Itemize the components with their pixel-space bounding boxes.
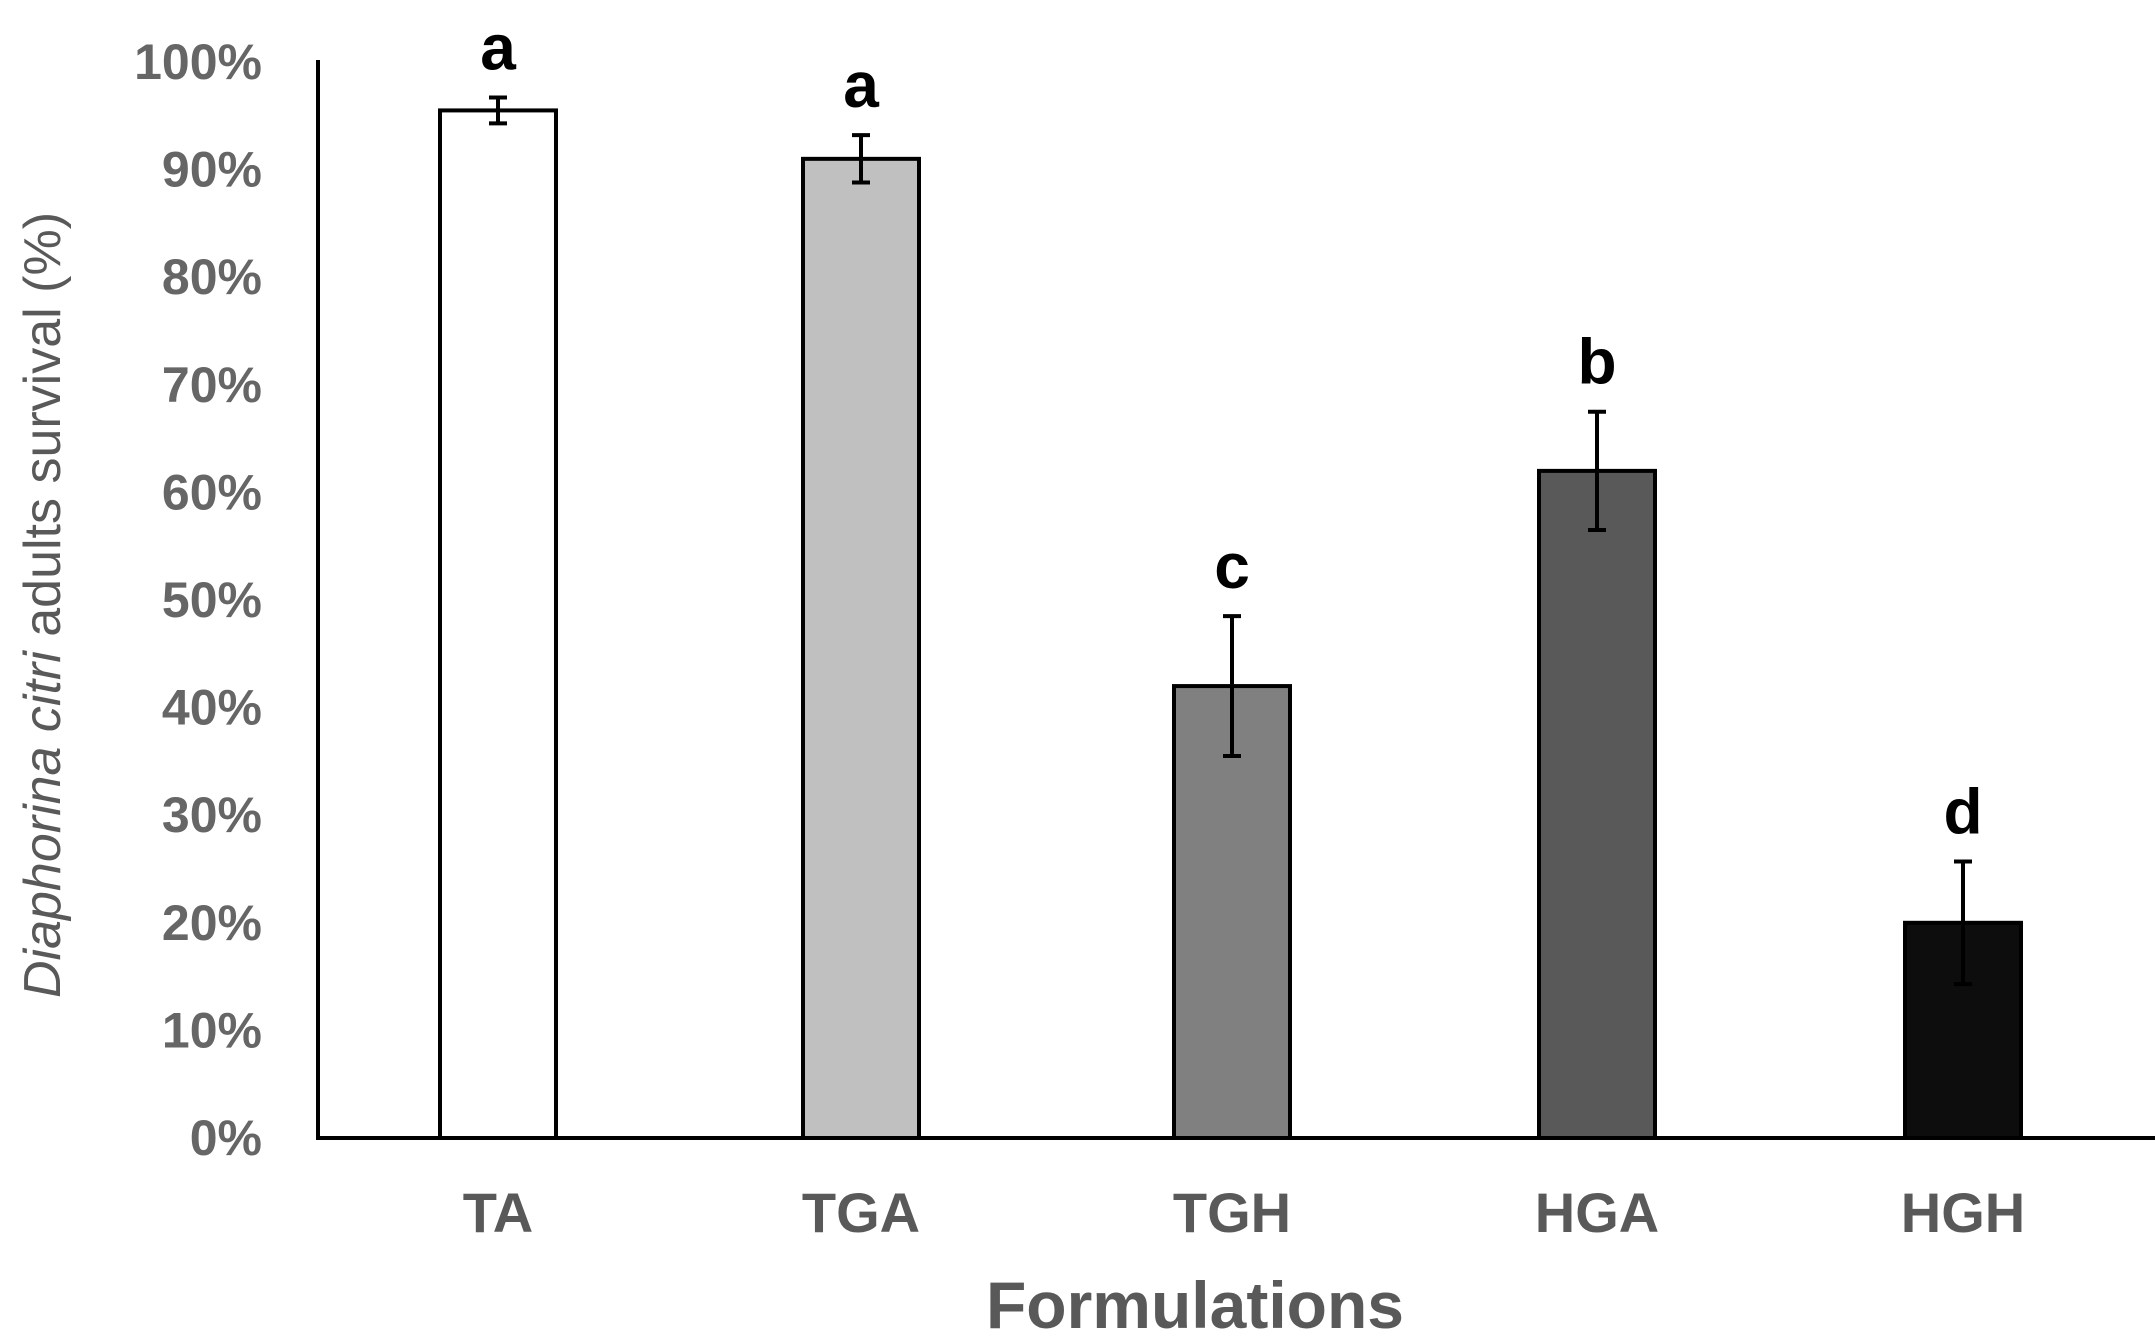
y-tick-label: 0% <box>190 1110 262 1166</box>
y-tick-label: 90% <box>162 142 262 198</box>
y-axis-ticks: 0% 10% 20% 30% 40% 50% 60% 70% 80% 90% 100% <box>134 34 262 1166</box>
y-axis-title-rest: adults survival (%) <box>14 212 72 651</box>
x-tick-label-hgh: HGH <box>1901 1181 2025 1244</box>
significance-letter-tgh: c <box>1214 530 1250 602</box>
error-bars <box>489 95 1972 987</box>
y-tick-label: 30% <box>162 787 262 843</box>
x-tick-label-tga: TGA <box>802 1181 920 1244</box>
significance-letter-hga: b <box>1577 326 1616 398</box>
bar-ta <box>438 108 558 1140</box>
y-tick-label: 100% <box>134 34 262 90</box>
bar-tga <box>801 156 921 1140</box>
y-tick-label: 20% <box>162 895 262 951</box>
y-tick-label: 80% <box>162 249 262 305</box>
y-tick-label: 70% <box>162 357 262 413</box>
x-tick-label-ta: TA <box>463 1181 534 1244</box>
x-axis-title: Formulations <box>986 1268 1404 1342</box>
significance-letters: a a c b d <box>480 12 1982 848</box>
significance-letter-tga: a <box>843 49 879 121</box>
x-tick-label-tgh: TGH <box>1173 1181 1291 1244</box>
significance-letter-ta: a <box>480 12 516 84</box>
y-tick-label: 40% <box>162 680 262 736</box>
y-axis-title-italic: Diaphorina citri <box>14 650 72 998</box>
bar-hga <box>1537 468 1657 1140</box>
x-tick-label-hga: HGA <box>1535 1181 1659 1244</box>
significance-letter-hgh: d <box>1943 775 1982 847</box>
y-axis-title: Diaphorina citri adults survival (%) <box>14 212 72 998</box>
x-axis-categories: TA TGA TGH HGA HGH <box>463 1181 2025 1244</box>
y-tick-label: 10% <box>162 1002 262 1058</box>
y-tick-label: 50% <box>162 572 262 628</box>
y-tick-label: 60% <box>162 464 262 520</box>
